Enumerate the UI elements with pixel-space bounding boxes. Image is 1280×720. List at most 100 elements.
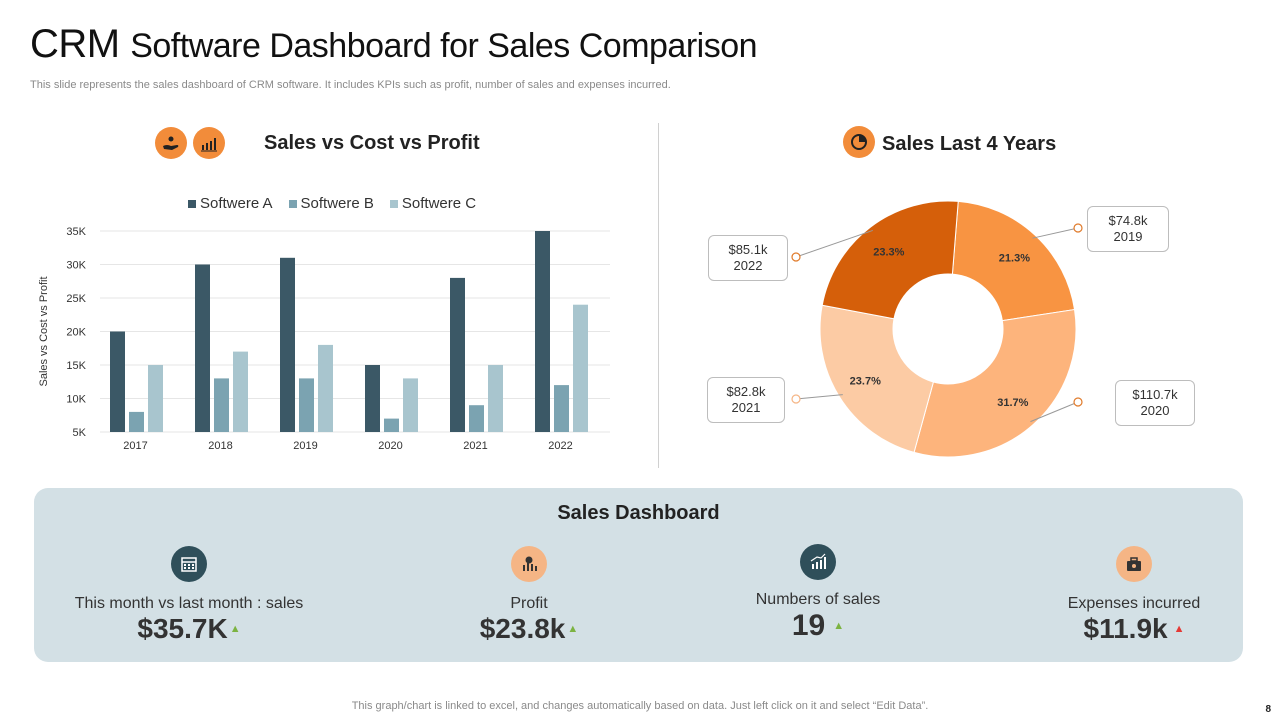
bar-legend: Softwere A Softwere B Softwere C [188, 195, 476, 212]
bar-softwere-b-2017 [129, 411, 144, 432]
bar-softwere-a-2020 [365, 365, 380, 432]
legend-swatch-c [389, 199, 398, 208]
bar-softwere-c-2018 [233, 351, 248, 432]
bar-softwere-b-2020 [384, 418, 399, 432]
kpi-profit: Profit $23.8k ▲ [439, 546, 619, 645]
callout-2022-amount: $85.1k [728, 242, 768, 257]
donut-leader-dot-2020 [1073, 397, 1083, 407]
title-rest: Software Dashboard for Sales Comparison [130, 27, 758, 65]
callout-2019: $74.8k 2019 [1087, 206, 1169, 252]
callout-2021-amount: $82.8k [726, 384, 766, 399]
bar-softwere-a-2018 [195, 264, 210, 432]
legend-label-c: Softwere C [401, 195, 477, 212]
donut-label-2022: 23.3% [873, 246, 904, 258]
bar-softwere-a-2022 [535, 231, 550, 432]
donut-label-2020: 31.7% [997, 397, 1028, 409]
bar-softwere-c-2021 [488, 365, 503, 432]
callout-2019-year: 2019 [1113, 229, 1143, 244]
callout-2020-amount: $110.7k [1132, 387, 1178, 402]
sales-dashboard-panel: Sales Dashboard This month vs last month… [34, 488, 1243, 662]
legend-swatch-a [188, 199, 196, 208]
y-tick-label: 30K [66, 260, 86, 272]
bar-softwere-c-2019 [318, 344, 333, 432]
kpi-number-of-sales: Numbers of sales 19 ▲ [718, 544, 918, 643]
bar-softwere-b-2019 [299, 378, 314, 432]
bar-softwere-b-2021 [469, 405, 484, 432]
y-tick-label: 15K [66, 360, 86, 372]
x-tick-label: 2021 [463, 440, 487, 452]
kpi-profit-value: $23.8k [479, 613, 566, 644]
donut-chart: 21.3% 31.7% 23.7% 23.3% [791, 200, 1083, 458]
donut-leader-2022 [795, 229, 873, 258]
x-tick-label: 2017 [123, 440, 147, 452]
callout-2021: $82.8k 2021 [707, 377, 785, 423]
bar-softwere-b-2022 [554, 385, 569, 432]
kpi-expenses-value-row: $11.9k ▲ [1034, 613, 1234, 645]
briefcase-icon [1116, 546, 1152, 582]
donut-slice-2021 [819, 304, 935, 454]
donut-slice-2022 [821, 200, 959, 320]
bar-chart-small-icon [193, 127, 225, 159]
legend-swatch-b [288, 199, 297, 208]
bar-section-title: Sales vs Cost vs Profit [264, 132, 480, 154]
donut-slice-2020 [913, 308, 1077, 458]
callout-2022-year: 2022 [733, 258, 763, 273]
pie-chart-icon [843, 126, 875, 158]
trend-up-icon: ▲ [567, 623, 579, 635]
bar-softwere-c-2017 [148, 365, 163, 432]
trend-down-icon: ▲ [1173, 623, 1185, 635]
dashboard-title: Sales Dashboard [557, 502, 720, 524]
callout-2020-year: 2020 [1140, 403, 1170, 418]
kpi-profit-value-row: $23.8k ▲ [439, 613, 619, 645]
callout-2021-year: 2021 [731, 400, 761, 415]
legend-label-a: Softwere A [200, 195, 273, 212]
kpi-number-of-sales-label: Numbers of sales [755, 591, 881, 608]
trend-up-icon: ▲ [833, 620, 845, 632]
x-tick-label: 2020 [378, 440, 402, 452]
donut-label-2019: 21.3% [999, 253, 1030, 265]
section-divider [658, 123, 659, 468]
y-axis-label: Sales vs Cost vs Profit [38, 276, 50, 386]
kpi-expenses: Expenses incurred $11.9k ▲ [1034, 546, 1234, 645]
kpi-profit-label: Profit [510, 595, 548, 612]
donut-slice-2019 [951, 200, 1076, 322]
bar-chart-icon [800, 544, 836, 580]
title-prefix: CRM [30, 22, 120, 66]
page-title: CRM Software Dashboard for Sales Compari… [30, 22, 758, 67]
page-number: 8 [1265, 704, 1271, 715]
kpi-number-of-sales-value: 19 [791, 609, 826, 642]
y-tick-label: 20K [66, 327, 86, 339]
kpi-expenses-label: Expenses incurred [1067, 595, 1201, 612]
legend-item-b: Softwere B [288, 195, 374, 212]
donut-section-title: Sales Last 4 Years [882, 133, 1057, 155]
page-subtitle: This slide represents the sales dashboar… [30, 79, 671, 91]
kpi-monthly-sales-value: $35.7K [137, 613, 228, 644]
donut-leader-2019 [1032, 227, 1079, 239]
legend-label-b: Softwere B [300, 195, 374, 212]
x-tick-label: 2018 [208, 440, 232, 452]
donut-leader-2020 [1030, 401, 1079, 423]
x-tick-label: 2022 [548, 440, 572, 452]
bar-softwere-c-2022 [573, 304, 588, 432]
calendar-icon [171, 546, 207, 582]
kpi-monthly-sales-value-row: $35.7K ▲ [74, 613, 304, 645]
legend-item-a: Softwere A [188, 195, 273, 212]
footer-note: This graph/chart is linked to excel, and… [351, 700, 929, 712]
bar-softwere-c-2020 [403, 378, 418, 432]
bar-chart: 5K 10K 15K 20K 25K 30K 35K Sales vs Cost vs Pro… [38, 226, 610, 452]
y-tick-label: 25K [66, 293, 86, 305]
kpi-monthly-sales: This month vs last month : sales $35.7K ▲ [74, 546, 304, 645]
money-bag-chart-icon [511, 546, 547, 582]
bar-softwere-a-2021 [450, 277, 465, 432]
legend-item-c: Softwere C [389, 195, 477, 212]
bar-softwere-a-2017 [110, 331, 125, 432]
trend-up-icon: ▲ [229, 623, 241, 635]
donut-leader-dot-2021 [791, 394, 801, 404]
donut-label-2021: 23.7% [850, 376, 881, 388]
kpi-monthly-sales-label: This month vs last month : sales [74, 595, 304, 612]
bar-softwere-b-2018 [214, 378, 229, 432]
kpi-expenses-value: $11.9k [1083, 613, 1168, 644]
y-tick-label: 35K [66, 226, 86, 238]
donut-leader-dot-2022 [791, 252, 801, 262]
hand-coins-icon [155, 127, 187, 159]
